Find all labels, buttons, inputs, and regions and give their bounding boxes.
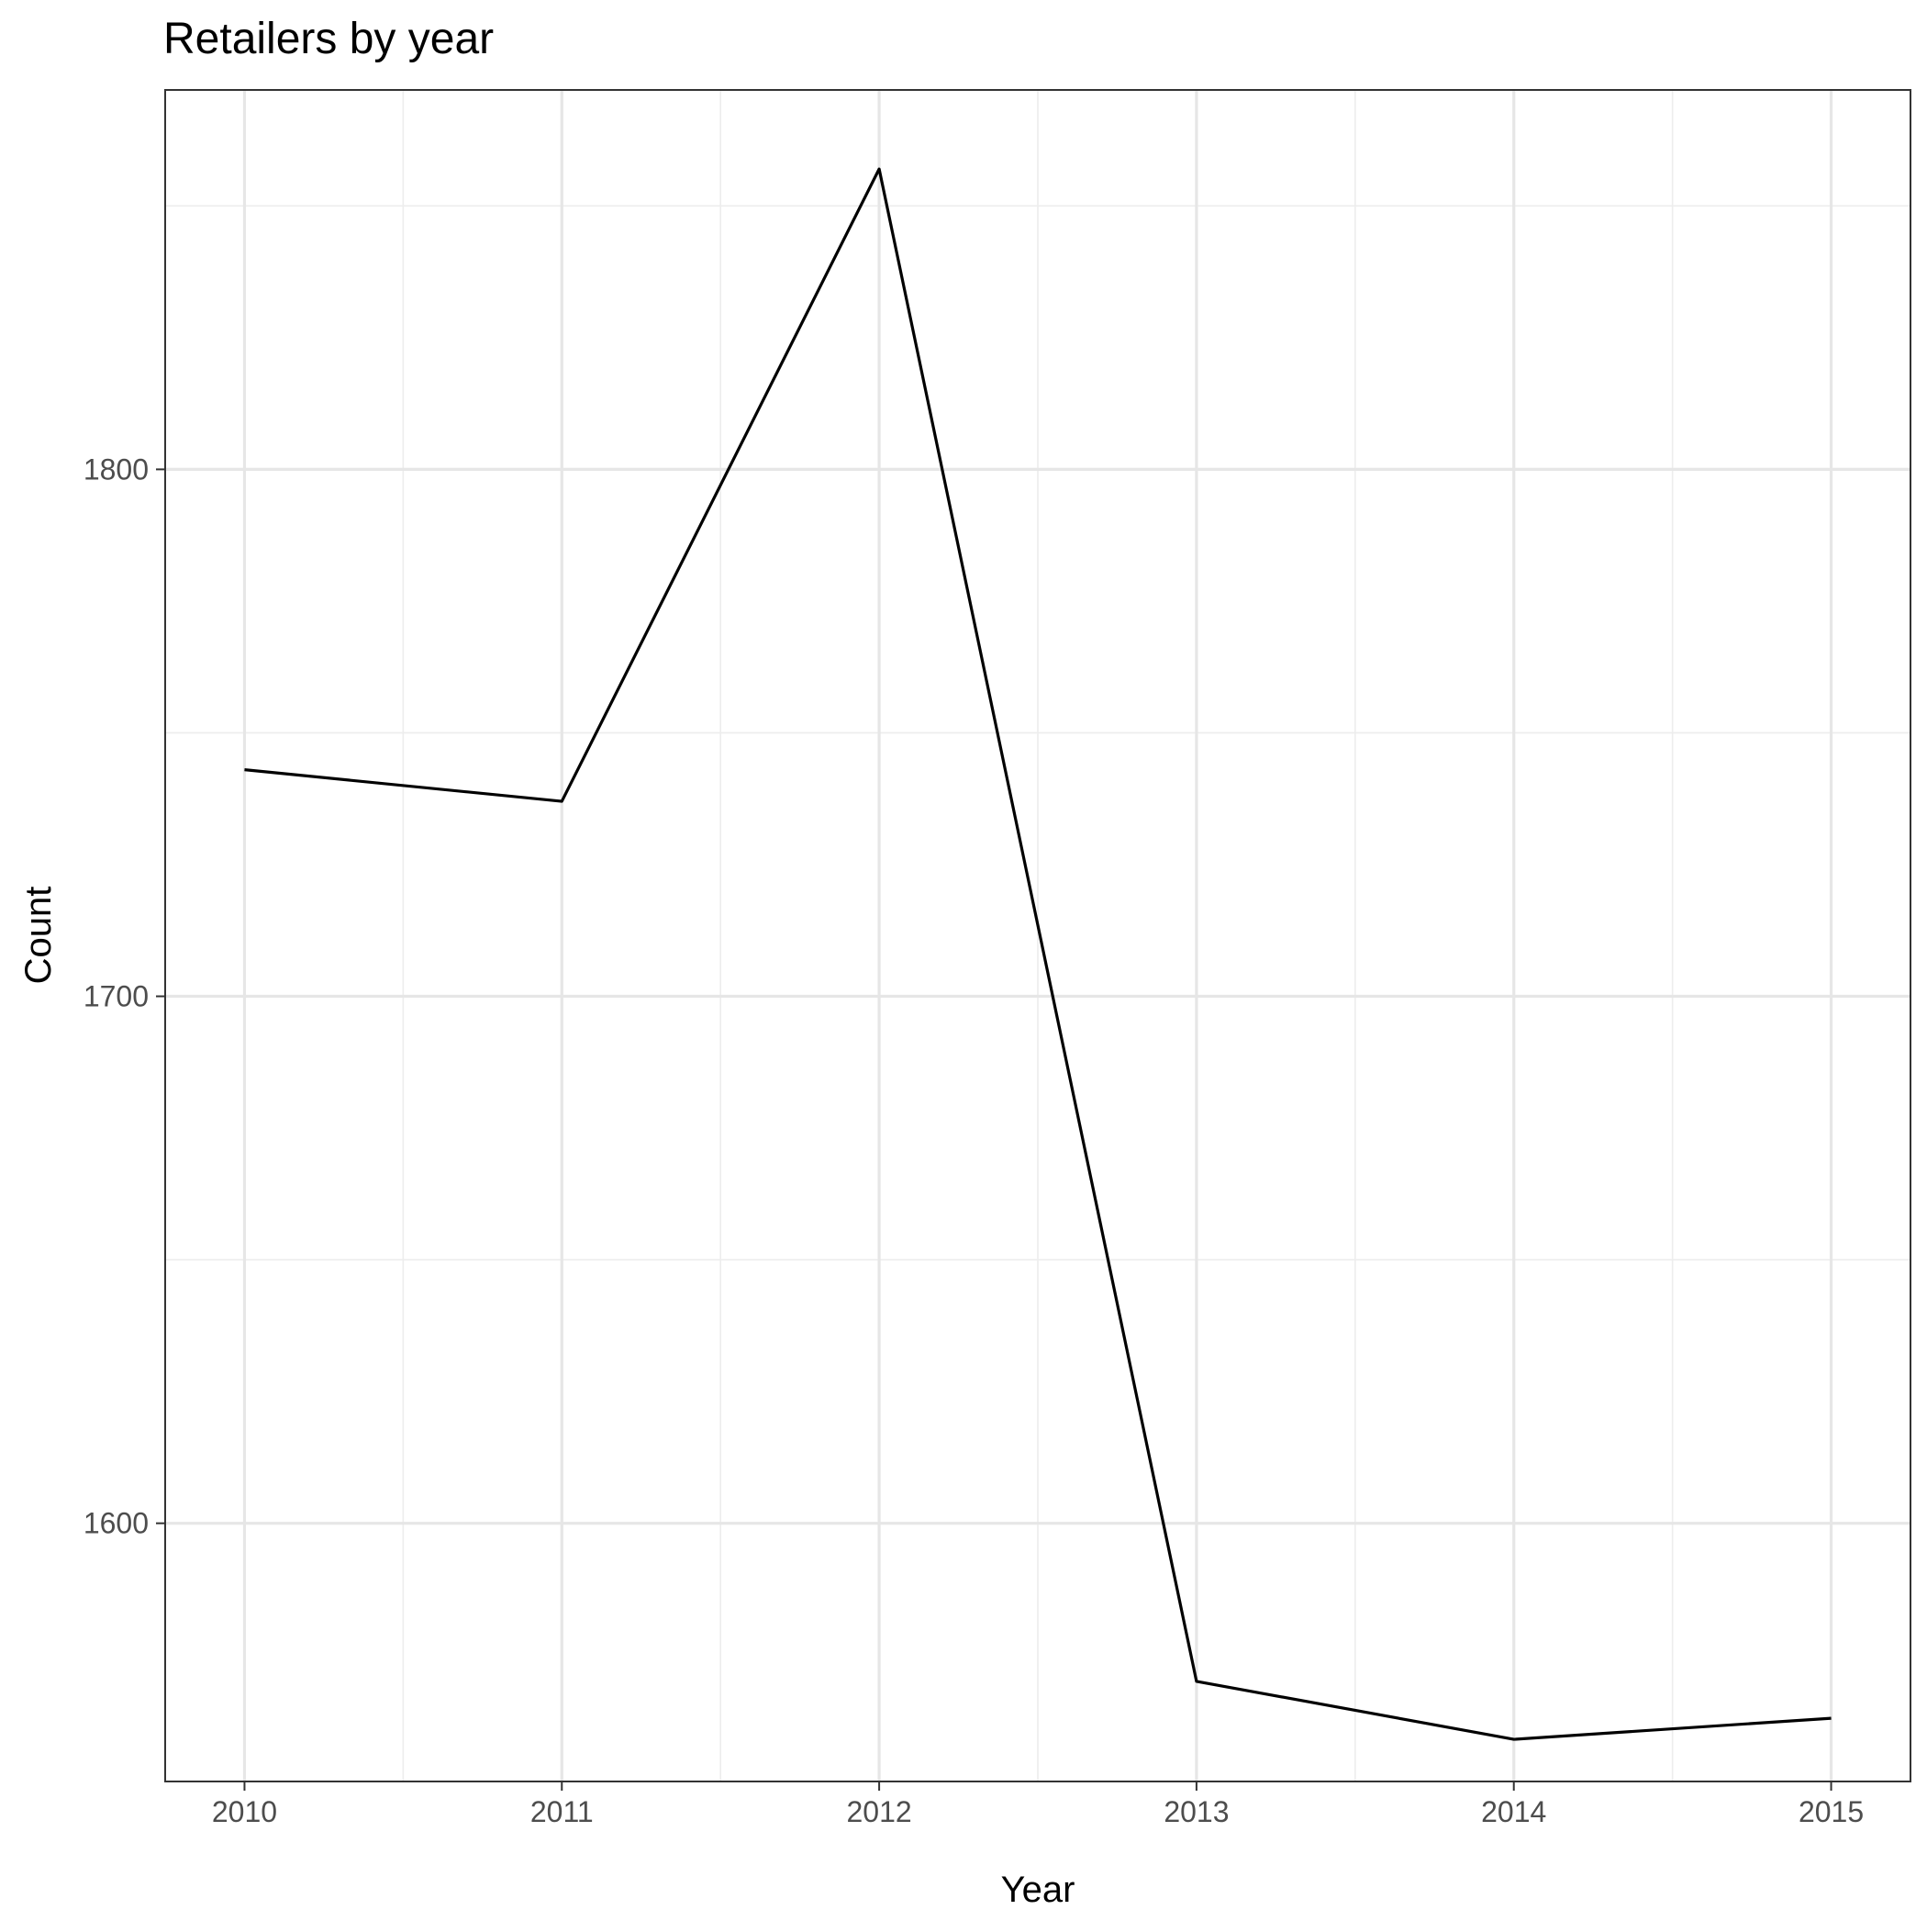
grid-lines <box>165 90 1910 1781</box>
plot-panel-border <box>164 89 1911 1782</box>
chart-title: Retailers by year <box>163 15 494 63</box>
x-axis-title: Year <box>1001 1870 1075 1910</box>
axis-ticks: 2010 2011 2012 2013 2014 2015 1600 1700 1800 <box>84 452 1864 1828</box>
x-tick-label: 2011 <box>530 1795 594 1828</box>
series-line <box>244 167 1832 1741</box>
x-tick-label: 2010 <box>212 1795 277 1828</box>
y-tick-label: 1600 <box>84 1507 149 1540</box>
y-tick-label: 1800 <box>84 452 149 486</box>
y-axis-title: Count <box>18 887 59 985</box>
y-tick-label: 1700 <box>84 980 149 1013</box>
series-layer <box>244 167 1832 1741</box>
x-tick-label: 2012 <box>846 1795 911 1828</box>
x-tick-label: 2013 <box>1164 1795 1229 1828</box>
x-tick-label: 2014 <box>1481 1795 1546 1828</box>
x-tick-label: 2015 <box>1799 1795 1864 1828</box>
